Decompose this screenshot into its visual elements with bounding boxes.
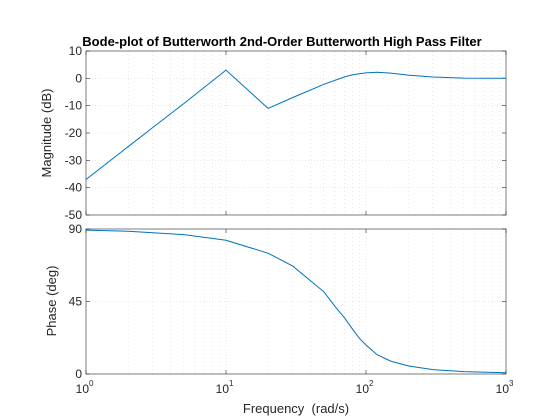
x-tick-label: 10 1 xyxy=(216,379,234,396)
x-tick-label: 10 3 xyxy=(496,379,514,396)
x-tick-label: 10 0 xyxy=(76,379,94,396)
x-tick-base: 10 xyxy=(356,382,370,396)
x-tick-exponent: 3 xyxy=(509,379,514,388)
phase-ytick-label: 90 xyxy=(69,222,83,236)
phase-ylabel: Phase (deg) xyxy=(44,266,59,337)
magnitude-ytick-label: -40 xyxy=(65,181,83,195)
magnitude-ytick-label: -10 xyxy=(65,99,83,113)
magnitude-ytick-label: -50 xyxy=(65,208,83,222)
magnitude-panel: 10 0 -10 -20 -30 -40 -50 xyxy=(65,44,507,222)
x-tick-base: 10 xyxy=(496,382,510,396)
phase-axes-box xyxy=(85,228,507,375)
magnitude-ytick-label: -20 xyxy=(65,126,83,140)
magnitude-ytick-label: 10 xyxy=(69,44,83,58)
phase-ytick-label: 45 xyxy=(69,295,83,309)
phase-series-line xyxy=(85,229,507,374)
magnitude-series-line xyxy=(85,69,507,180)
magnitude-ytick-label: 0 xyxy=(75,71,82,85)
x-tick-label: 10 2 xyxy=(356,379,374,396)
phase-ytick-label: 0 xyxy=(75,367,82,381)
x-tick-exponent: 1 xyxy=(229,379,234,388)
magnitude-ytick-label: -30 xyxy=(65,153,83,167)
frequency-xlabel: Frequency (rad/s) xyxy=(243,401,349,416)
x-tick-exponent: 0 xyxy=(89,379,94,388)
chart-title: Bode-plot of Butterworth 2nd-Order Butte… xyxy=(82,34,481,49)
x-tick-exponent: 2 xyxy=(369,379,374,388)
magnitude-ylabel: Magnitude (dB) xyxy=(39,89,54,178)
magnitude-axes-box xyxy=(85,50,507,216)
x-tick-base: 10 xyxy=(76,382,90,396)
x-tick-base: 10 xyxy=(216,382,230,396)
